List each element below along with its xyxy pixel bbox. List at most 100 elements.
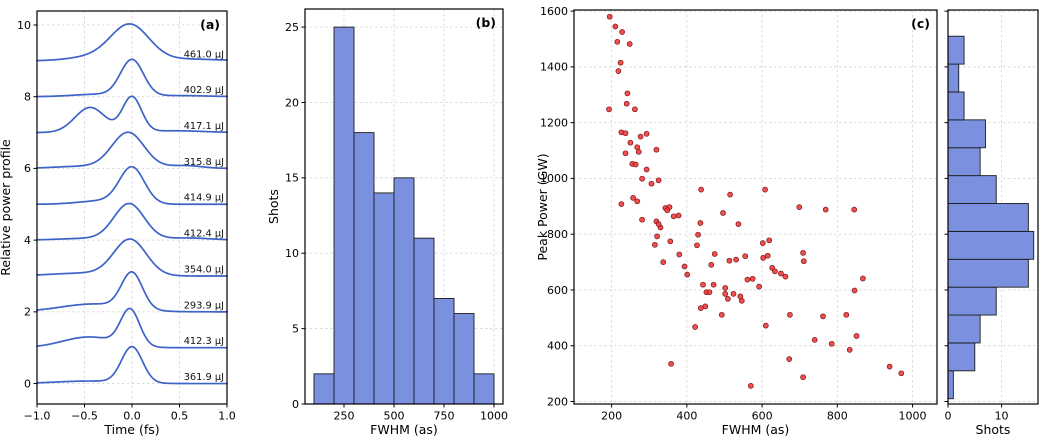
scatter-point (695, 231, 701, 238)
scatter-point (762, 322, 769, 329)
scatter-point (787, 311, 793, 318)
y-tick-label: 600 (547, 284, 568, 297)
scatter-point (670, 213, 677, 220)
energy-label: 414.9 µJ (184, 193, 224, 204)
histogram-bar (947, 258, 1029, 288)
scatter-point (612, 23, 619, 30)
scatter-point (772, 268, 778, 275)
x-tick-label: 10 (995, 410, 1009, 423)
scatter-point (722, 291, 729, 297)
panel-letter-label: (b) (476, 15, 496, 30)
scatter-point (652, 241, 658, 248)
x-tick-label: −0.5 (71, 410, 98, 423)
profile-curve (36, 345, 228, 385)
histogram-bar (413, 237, 435, 405)
x-tick-label: −1.0 (24, 410, 51, 423)
scatter-point (742, 253, 749, 260)
scatter-point (730, 291, 737, 297)
scatter-point (725, 296, 731, 302)
y-tick-label: 200 (547, 395, 568, 408)
axes-spines (573, 9, 938, 405)
energy-label: 412.4 µJ (184, 229, 224, 240)
energy-label: 412.3 µJ (184, 336, 224, 347)
scatter-point (766, 237, 773, 244)
x-tick-label: 800 (827, 410, 848, 423)
y-tick-label: 800 (547, 228, 568, 241)
scatter-point (759, 240, 766, 246)
histogram-bar (947, 175, 997, 204)
histogram-bar (393, 177, 415, 405)
scatter-point (700, 281, 706, 288)
x-tick-label: 750 (434, 410, 455, 423)
scatter-point (606, 13, 613, 20)
energy-label: 315.8 µJ (184, 157, 224, 168)
y-tick-label: 0 (292, 398, 299, 411)
histogram-bar (947, 230, 1035, 260)
histogram-bar (373, 192, 395, 405)
scatter-point (635, 149, 642, 155)
x-tick-label: 0.5 (171, 410, 189, 423)
scatter-point (708, 262, 715, 268)
y-tick-label: 1000 (540, 172, 568, 185)
energy-label: 417.1 µJ (184, 121, 224, 132)
x-tick-label: 250 (334, 410, 355, 423)
scatter-point (694, 242, 700, 249)
y-tick-label: 8 (24, 90, 31, 103)
scatter-point (796, 204, 803, 210)
scatter-point (668, 360, 674, 367)
scatter-point (630, 195, 636, 201)
scatter-point (681, 263, 688, 270)
scatter-point (756, 283, 762, 290)
scatter-point (733, 256, 739, 263)
y-tick-label: 1400 (540, 61, 568, 74)
profile-curve (36, 271, 228, 313)
scatter-point (634, 198, 641, 205)
scatter-point (606, 106, 612, 113)
y-tick-label: 20 (285, 96, 299, 109)
scatter-point (632, 161, 639, 168)
scatter-point (684, 271, 691, 278)
y-tick-label: 10 (285, 247, 299, 260)
scatter-point (762, 186, 768, 193)
panel-b: 250 500 750 1000 0 5 10 15 20 25 FWHM (as) Shots (b) (266, 8, 508, 437)
scatter-point (655, 221, 662, 227)
y-tick-label: 15 (285, 172, 299, 185)
x-tick-label: 1000 (899, 410, 927, 423)
scatter-point (820, 313, 826, 320)
scatter-point (722, 285, 729, 291)
scatter-point (639, 175, 645, 182)
profile-curve (36, 238, 228, 277)
histogram-bar (947, 91, 965, 121)
scatter-point (749, 275, 756, 282)
scatter-point (853, 333, 860, 339)
scatter-point (639, 216, 645, 223)
profile-curve (36, 131, 228, 170)
profile-curve (36, 23, 228, 62)
histogram-bar (313, 373, 335, 405)
scatter-point (718, 311, 725, 318)
profile-curve (36, 307, 228, 349)
scatter-point (653, 146, 660, 153)
y-tick-label: 10 (17, 19, 31, 32)
y-tick-label: 0 (24, 377, 31, 390)
scatter-point (727, 191, 733, 198)
panel-letter-label: (a) (200, 17, 220, 32)
scatter-point (822, 206, 829, 213)
scatter-point (811, 337, 818, 343)
scatter-point (634, 144, 641, 151)
scatter-point (851, 287, 858, 294)
scatter-point (843, 311, 850, 318)
scatter-point (664, 207, 671, 214)
histogram-bar (473, 373, 495, 405)
scatter-point (778, 270, 784, 277)
scatter-point (614, 38, 621, 45)
scatter-point (744, 276, 751, 283)
scatter-point (800, 258, 807, 265)
scatter-point (637, 133, 644, 140)
x-tick-label: 1000 (480, 410, 508, 423)
scatter-point (800, 250, 806, 256)
histogram-bar (947, 203, 1029, 232)
